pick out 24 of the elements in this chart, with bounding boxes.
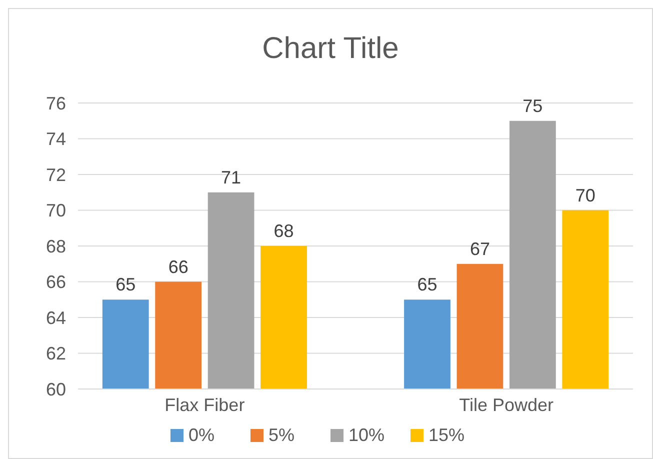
y-tick-label: 62 <box>46 344 66 364</box>
y-tick-label: 76 <box>46 93 66 114</box>
data-label: 66 <box>168 256 188 277</box>
y-tick-label: 72 <box>46 164 66 185</box>
legend-label: 0% <box>188 425 215 445</box>
data-label: 71 <box>221 167 242 188</box>
data-label: 65 <box>116 274 136 295</box>
legend-label: 10% <box>348 425 385 445</box>
chart-title: Chart Title <box>262 32 399 65</box>
y-tick-label: 68 <box>46 236 66 256</box>
y-tick-label: 74 <box>46 129 66 150</box>
x-tick-label: Tile Powder <box>459 395 554 415</box>
data-label: 67 <box>470 238 490 259</box>
y-tick-label: 70 <box>46 200 66 221</box>
data-label: 65 <box>417 274 438 295</box>
legend-label: 15% <box>428 425 465 445</box>
y-tick-label: 60 <box>46 379 66 400</box>
y-tick-label: 64 <box>46 308 66 328</box>
data-label: 75 <box>522 96 543 116</box>
x-tick-label: Flax Fiber <box>164 395 245 415</box>
y-tick-label: 66 <box>46 272 66 292</box>
data-label: 68 <box>274 221 294 241</box>
data-label: 70 <box>575 185 596 206</box>
legend-label: 5% <box>268 425 295 445</box>
